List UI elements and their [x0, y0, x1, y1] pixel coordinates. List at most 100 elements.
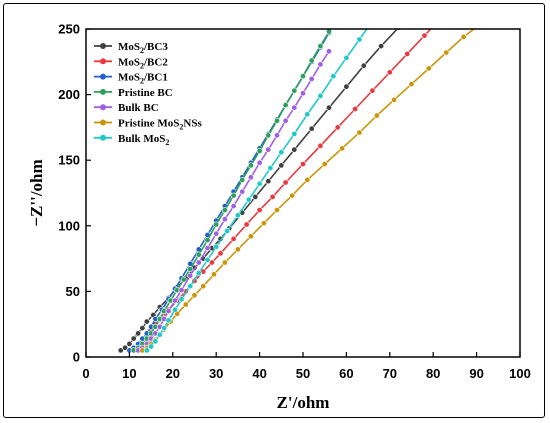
data-point	[326, 29, 332, 35]
legend-item: Pristine BC	[94, 87, 173, 99]
data-point	[299, 90, 306, 97]
data-point	[143, 318, 150, 325]
data-point	[299, 73, 306, 80]
data-point	[247, 174, 254, 181]
data-point	[239, 188, 246, 195]
legend-label: MoS2/BC2	[118, 56, 168, 70]
x-tick-label: 100	[509, 366, 531, 381]
data-point	[256, 159, 263, 166]
data-point	[256, 180, 263, 187]
series-layer	[117, 16, 483, 354]
series-line	[133, 31, 330, 352]
data-point	[221, 216, 228, 223]
data-point	[308, 75, 315, 82]
data-point	[143, 347, 150, 354]
data-point	[299, 161, 306, 168]
data-point	[165, 317, 172, 324]
data-point	[282, 102, 289, 109]
x-tick-label: 80	[426, 366, 440, 381]
data-point	[405, 16, 410, 21]
y-tick-label: 250	[58, 22, 80, 37]
series-line	[141, 29, 476, 352]
legend-swatch-marker	[100, 104, 106, 111]
data-point	[265, 178, 272, 185]
y-axis-title: −Z''/ohm	[27, 159, 46, 226]
legend-label: Pristine MoS2NSs	[118, 118, 202, 132]
legend-swatch-marker	[100, 43, 106, 49]
y-tick-label: 200	[58, 87, 80, 102]
data-point	[230, 235, 237, 242]
data-point	[304, 176, 311, 183]
data-point	[265, 146, 272, 153]
data-point	[308, 57, 315, 64]
data-point	[187, 283, 194, 290]
data-point	[191, 292, 198, 299]
data-point	[291, 146, 298, 153]
legend-label: Bulk MoS2	[118, 133, 169, 147]
legend-swatch-marker	[100, 73, 106, 80]
y-tick-label: 100	[58, 218, 80, 233]
data-point	[267, 165, 274, 172]
axis-ticks: 0 10 20 30 40 50 60 70 80 90 100 0 50 100 150 200 250	[58, 22, 531, 382]
data-point	[217, 250, 224, 257]
data-point	[195, 251, 202, 258]
data-point	[273, 207, 280, 214]
data-point	[369, 87, 376, 94]
data-point	[165, 308, 172, 315]
data-point	[161, 325, 168, 332]
data-point	[230, 192, 237, 199]
data-point	[325, 104, 332, 111]
data-point	[339, 145, 346, 152]
data-point	[178, 287, 185, 294]
data-point	[204, 256, 211, 263]
legend-label: Bulk BC	[118, 102, 159, 114]
y-tick-label: 0	[73, 350, 80, 365]
data-point	[356, 129, 363, 136]
data-point	[234, 246, 241, 253]
data-point	[221, 259, 228, 266]
data-point	[211, 271, 218, 278]
data-point	[195, 269, 202, 276]
data-point	[126, 340, 133, 347]
data-point	[273, 132, 280, 139]
data-point	[373, 112, 380, 119]
legend-swatch-marker	[100, 119, 106, 126]
data-point	[304, 111, 311, 118]
x-tick-label: 90	[469, 366, 483, 381]
legend-item: MoS2/BC1	[94, 72, 168, 86]
x-tick-label: 20	[166, 366, 180, 381]
data-point	[356, 36, 363, 43]
legend-item: Pristine MoS2NSs	[94, 118, 202, 132]
data-point	[321, 161, 328, 168]
series-3	[130, 29, 332, 354]
series-5	[139, 21, 483, 354]
data-point	[239, 176, 246, 183]
data-point	[391, 96, 398, 103]
data-point	[234, 212, 241, 219]
data-point	[208, 259, 215, 266]
data-point	[269, 193, 276, 200]
data-point	[178, 296, 185, 303]
series-4	[135, 48, 332, 354]
data-point	[370, 18, 375, 23]
x-tick-label: 70	[383, 366, 397, 381]
data-point	[378, 43, 385, 50]
y-tick-label: 150	[58, 153, 80, 168]
data-point	[425, 65, 432, 72]
data-point	[230, 203, 237, 210]
legend-swatch-marker	[100, 134, 106, 141]
data-point	[243, 221, 250, 228]
data-point	[343, 83, 350, 90]
data-point	[204, 237, 211, 244]
data-point	[221, 207, 228, 214]
data-point	[213, 230, 220, 237]
data-point	[478, 21, 483, 26]
data-point	[187, 266, 194, 273]
data-point	[213, 221, 220, 228]
legend-swatch-marker	[100, 88, 106, 95]
data-point	[200, 283, 207, 290]
data-point	[278, 162, 285, 169]
data-point	[172, 297, 179, 304]
data-point	[408, 81, 415, 88]
legend-item: Bulk BC	[94, 102, 159, 114]
